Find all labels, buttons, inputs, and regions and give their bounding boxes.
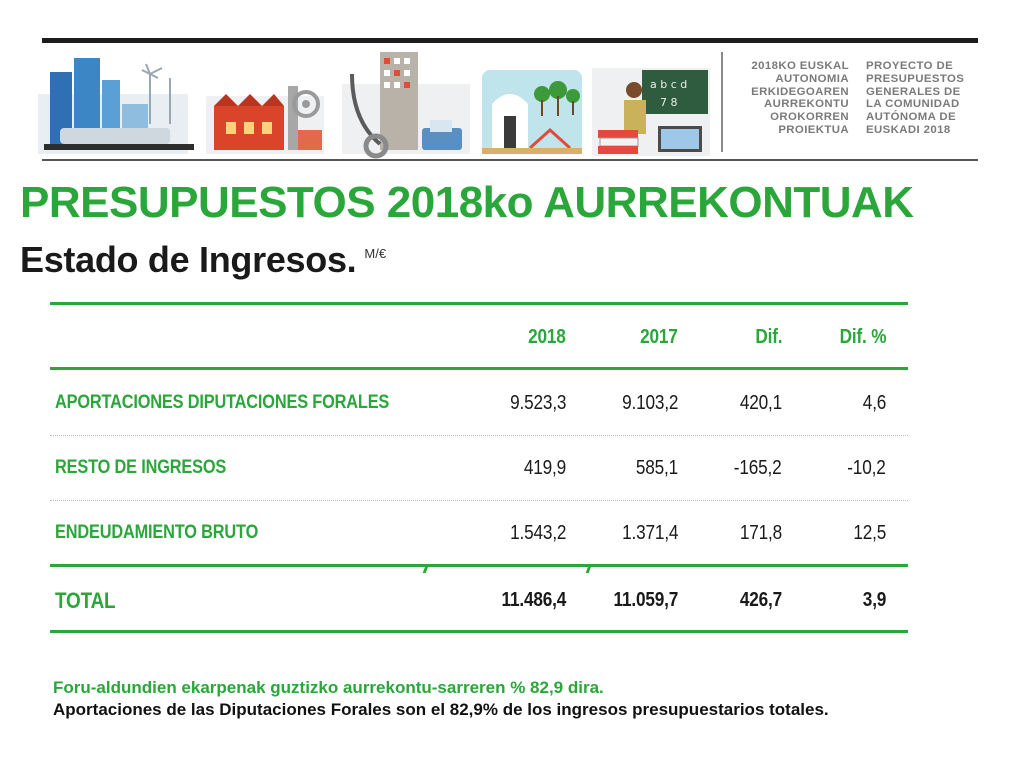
- value-dif: -165,2: [734, 457, 782, 479]
- classroom-illustration-icon: a b c d 7 8: [592, 68, 710, 156]
- page-title: PRESUPUESTOS 2018ko AURREKONTUAK: [20, 178, 914, 227]
- banner-bottom-rule: [42, 159, 978, 161]
- banner-text-basque: 2018KO EUSKAL AUTONOMIA ERKIDEGOAREN AUR…: [751, 60, 849, 136]
- health-illustration-icon: [342, 52, 470, 159]
- header-dif-percent: Dif. %: [839, 326, 886, 348]
- header-2017: 2017: [640, 326, 678, 348]
- row-divider: [50, 435, 908, 436]
- total-dif-percent: 3,9: [862, 589, 887, 611]
- value-2017: 585,1: [635, 457, 678, 479]
- svg-text:a b c d: a b c d: [650, 78, 687, 91]
- value-dif: 171,8: [739, 522, 782, 544]
- total-2017: 11.059,7: [613, 589, 678, 611]
- value-dif-percent: -10,2: [847, 457, 887, 479]
- footer-text-spanish: Aportaciones de las Diputaciones Forales…: [53, 700, 829, 719]
- footer-text-basque: Foru-aldundien ekarpenak guztizko aurrek…: [53, 678, 604, 697]
- value-2017: 1.371,4: [621, 522, 678, 544]
- value-dif: 420,1: [739, 392, 782, 414]
- total-2018: 11.486,4: [501, 589, 566, 611]
- city-illustration-icon: [38, 58, 194, 154]
- row-divider: [50, 500, 908, 501]
- banner-top-rule: [42, 38, 978, 43]
- table-top-rule: [50, 302, 908, 305]
- value-dif-percent: 12,5: [853, 522, 886, 544]
- banner-illustration: a b c d 7 8: [38, 52, 710, 159]
- row-label: RESTO DE INGRESOS: [55, 457, 227, 478]
- header-bottom-rule: [50, 367, 908, 370]
- total-label: TOTAL: [55, 588, 116, 613]
- value-2017: 9.103,2: [621, 392, 678, 414]
- row-label: APORTACIONES DIPUTACIONES FORALES: [55, 392, 390, 413]
- value-2018: 9.523,3: [509, 392, 566, 414]
- banner-text-spanish: PROYECTO DE PRESUPUESTOS GENERALES DE LA…: [866, 60, 965, 136]
- total-top-rule: [50, 564, 908, 567]
- total-dif: 426,7: [739, 589, 782, 611]
- value-dif-percent: 4,6: [862, 392, 887, 414]
- rule-tick-mark: [585, 566, 592, 573]
- value-2018: 1.543,2: [509, 522, 566, 544]
- factory-illustration-icon: [206, 86, 324, 154]
- table-bottom-rule: [50, 630, 908, 633]
- banner-divider: [721, 52, 723, 152]
- park-illustration-icon: [482, 70, 582, 154]
- income-table: 2018 2017 Dif. Dif. % APORTACIONES DIPUT…: [50, 302, 908, 634]
- header-banner: a b c d 7 8 2018KO EUSKAL AUTONOMIA ERKI…: [0, 0, 1024, 175]
- page-subtitle: Estado de Ingresos.: [20, 239, 357, 280]
- rule-tick-mark: [422, 566, 429, 573]
- header-dif: Dif.: [754, 326, 782, 348]
- value-2018: 419,9: [523, 457, 566, 479]
- svg-text:7 8: 7 8: [660, 96, 678, 109]
- unit-label: M/€: [364, 246, 387, 261]
- header-2018: 2018: [528, 326, 566, 348]
- row-label: ENDEUDAMIENTO BRUTO: [55, 522, 259, 543]
- footer-note: Foru-aldundien ekarpenak guztizko aurrek…: [53, 677, 1013, 721]
- subtitle-row: Estado de Ingresos. M/€: [20, 238, 386, 282]
